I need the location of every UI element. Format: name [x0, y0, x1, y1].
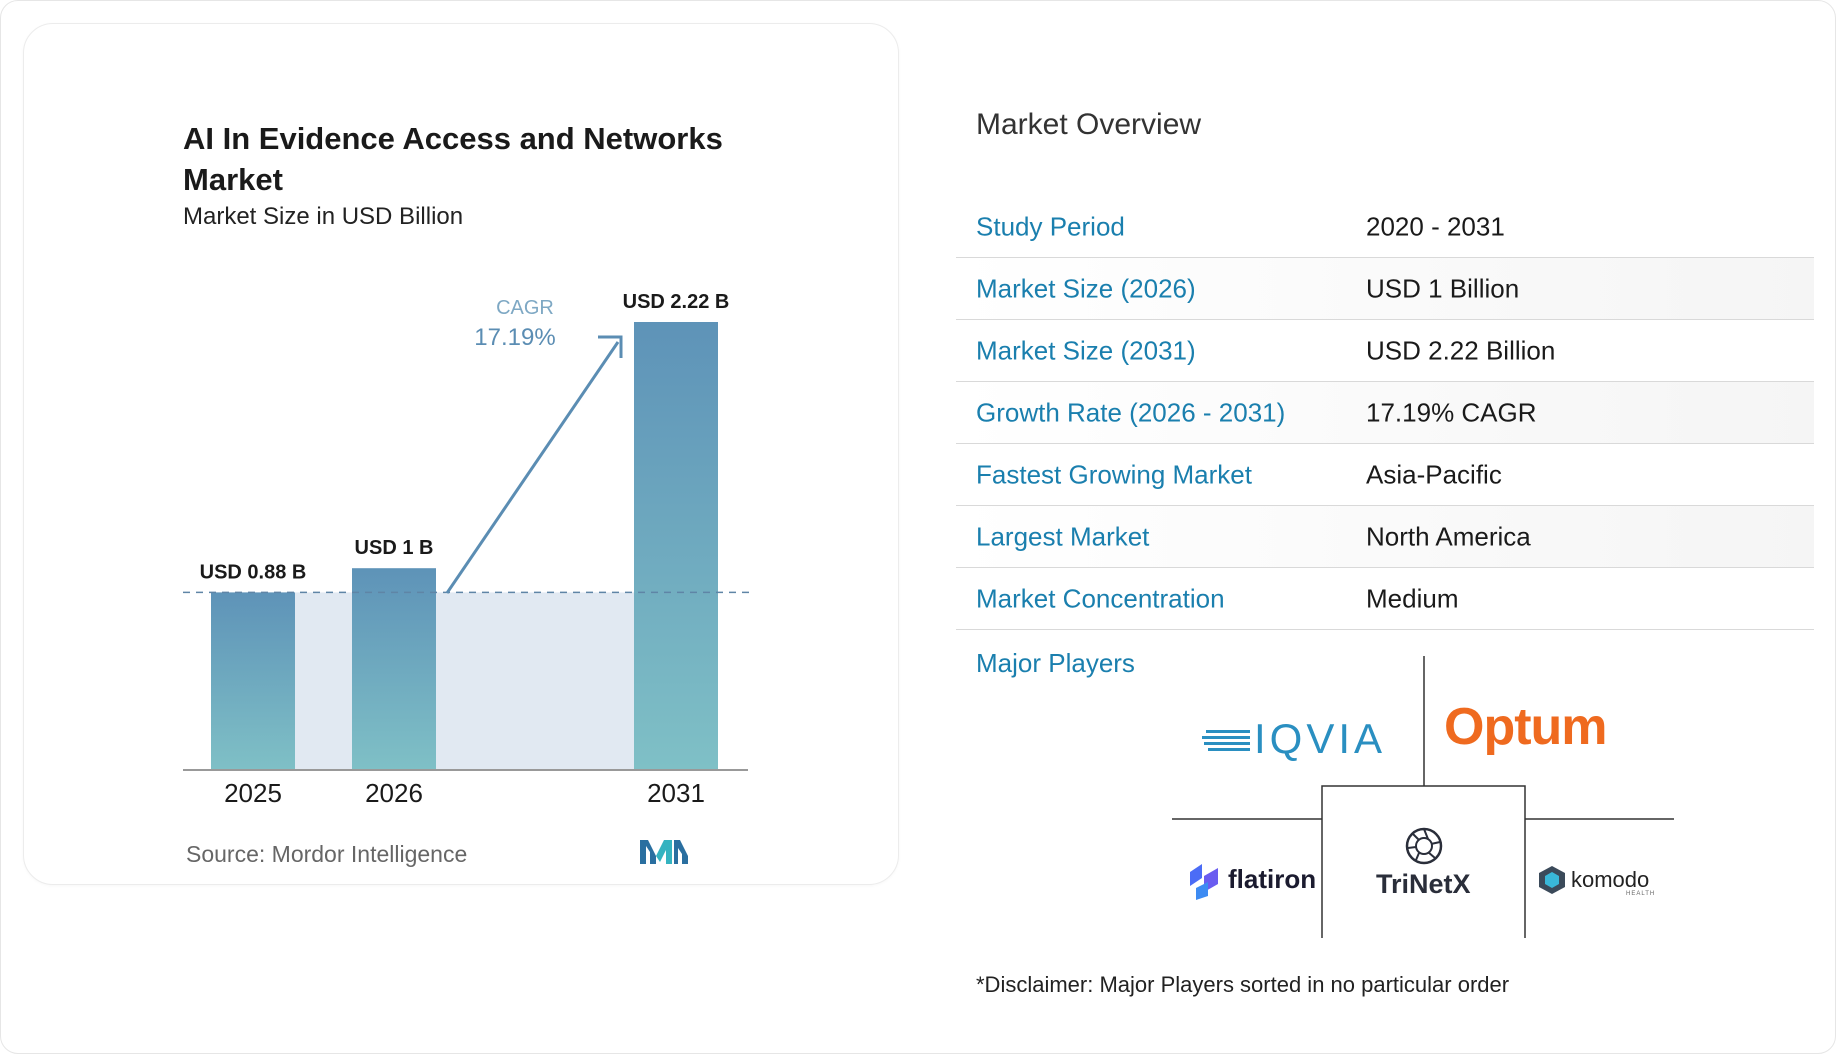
data-label-2026: USD 1 B: [355, 537, 434, 559]
chart-subtitle: Market Size in USD Billion: [183, 203, 464, 230]
player-flatiron: flatiron: [1228, 864, 1317, 894]
row-label: Market Concentration: [976, 583, 1225, 613]
players-grid: [1172, 656, 1674, 938]
bar-2025: [211, 592, 295, 770]
major-players-label: Major Players: [976, 648, 1135, 678]
row-label: Fastest Growing Market: [976, 459, 1252, 489]
komodo-icon: [1539, 866, 1565, 894]
overview-row-fastest-growing: Fastest Growing Market Asia-Pacific: [956, 444, 1814, 506]
cagr-arrow: [445, 341, 620, 594]
bar-2031: [634, 322, 718, 770]
overview-row-largest-market: Largest Market North America: [956, 506, 1814, 568]
cagr-arrowhead: [598, 335, 623, 358]
cagr-label: CAGR: [496, 297, 554, 319]
overview-row-concentration: Market Concentration Medium: [956, 568, 1814, 630]
overview-row-growth-rate: Growth Rate (2026 - 2031) 17.19% CAGR: [956, 382, 1814, 444]
row-value: USD 1 Billion: [1366, 273, 1520, 303]
row-value: 17.19% CAGR: [1366, 397, 1537, 427]
overview-row-market-size-2031: Market Size (2031) USD 2.22 Billion: [956, 320, 1814, 382]
x-tick-2025: 2025: [224, 778, 282, 808]
row-value: North America: [1366, 521, 1531, 551]
x-tick-2031: 2031: [647, 778, 705, 808]
disclaimer: *Disclaimer: Major Players sorted in no …: [976, 972, 1510, 997]
chart-source: Source: Mordor Intelligence: [186, 841, 468, 867]
player-trinetx: TriNetX: [1376, 869, 1471, 899]
bar-chart: USD 0.88 B 2025 USD 1 B 2026 USD 2.22 B 2031 C…: [183, 291, 752, 808]
player-komodo: komodo: [1571, 867, 1650, 892]
row-value: Asia-Pacific: [1366, 459, 1502, 489]
overview-title: Market Overview: [976, 108, 1202, 141]
row-label: Growth Rate (2026 - 2031): [976, 397, 1286, 427]
row-label: Market Size (2026): [976, 273, 1196, 303]
row-label: Study Period: [976, 211, 1125, 241]
overview-row-market-size-2026: Market Size (2026) USD 1 Billion: [956, 258, 1814, 320]
x-tick-2026: 2026: [365, 778, 423, 808]
row-value: 2020 - 2031: [1366, 211, 1505, 241]
cagr-value: 17.19%: [474, 324, 555, 351]
mordor-intelligence-logo: [640, 840, 688, 864]
player-optum: Optum: [1444, 698, 1608, 756]
data-label-2031: USD 2.22 B: [623, 291, 730, 313]
overview-row-study-period: Study Period 2020 - 2031: [956, 196, 1814, 258]
bar-2026: [352, 568, 436, 770]
chart-title: AI In Evidence Access and Networks Marke…: [183, 121, 723, 197]
row-label: Largest Market: [976, 521, 1150, 551]
data-label-2025: USD 0.88 B: [200, 561, 307, 583]
iqvia-icon: [1202, 730, 1250, 751]
komodo-subtitle: HEALTH: [1626, 891, 1656, 897]
row-label: Market Size (2031): [976, 335, 1196, 365]
flatiron-icon: [1190, 864, 1218, 900]
row-value: Medium: [1366, 583, 1459, 613]
trinetx-icon: [1405, 827, 1443, 865]
player-iqvia: IQVIA: [1254, 715, 1387, 762]
row-value: USD 2.22 Billion: [1366, 335, 1556, 365]
overview-table: Study Period 2020 - 2031 Market Size (20…: [956, 196, 1814, 630]
